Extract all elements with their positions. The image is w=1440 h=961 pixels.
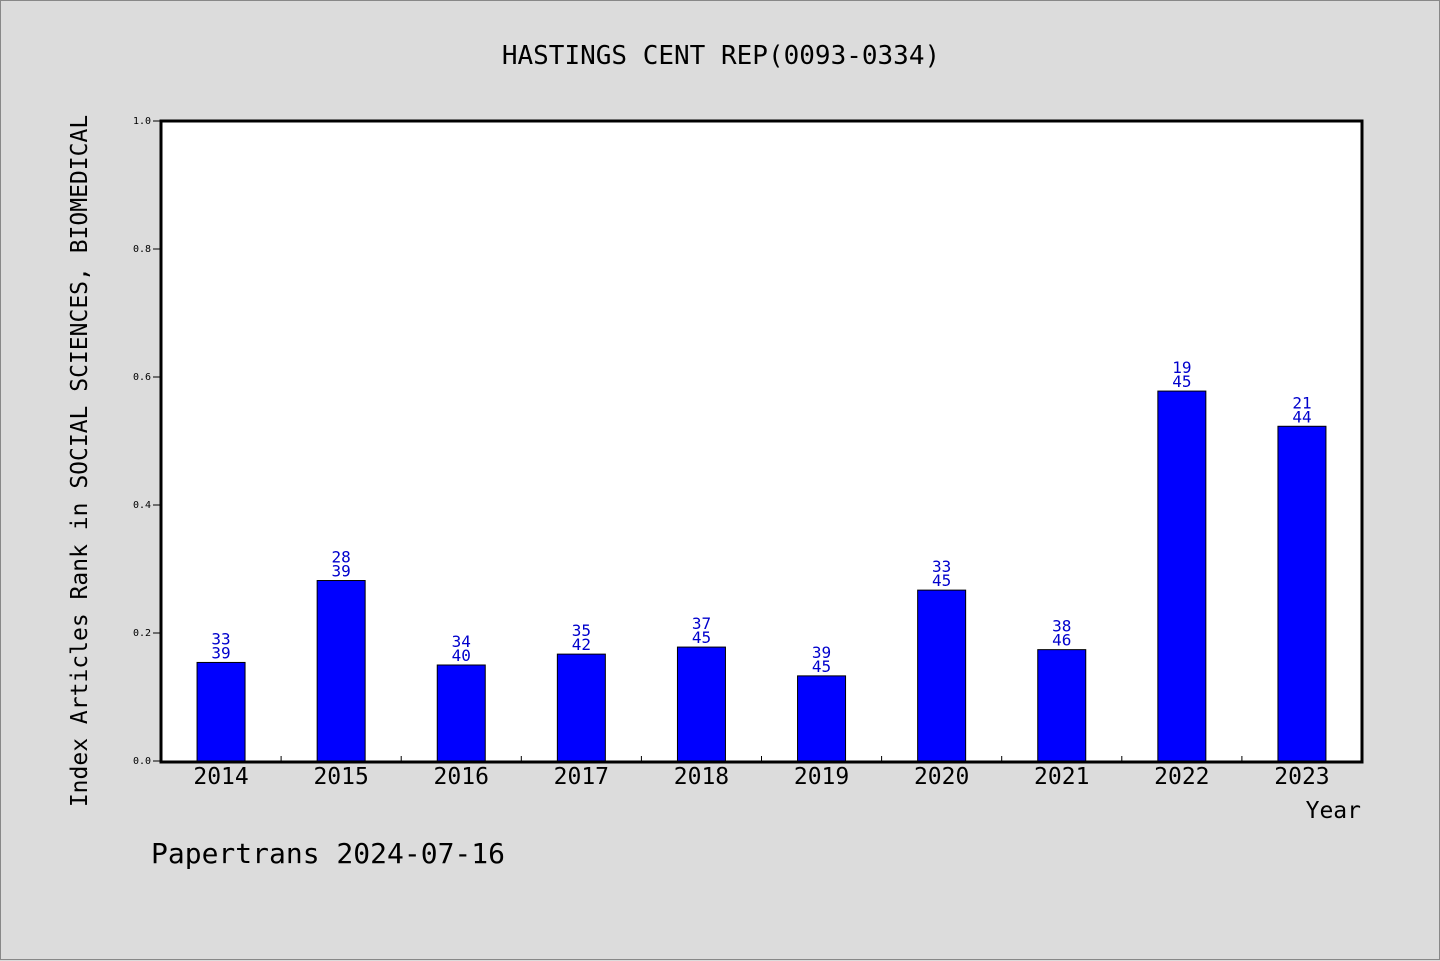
bar-2014 xyxy=(196,661,246,762)
bar-2020 xyxy=(917,589,967,762)
bar-label-total: 45 xyxy=(692,628,711,647)
bar-label-rank: 19 xyxy=(1172,358,1191,377)
bar-label-rank: 21 xyxy=(1292,393,1311,412)
bar-label-rank: 33 xyxy=(932,557,951,576)
x-axis-label: Year xyxy=(1306,798,1361,824)
bar-label-rank: 39 xyxy=(812,643,831,662)
bar-2016 xyxy=(436,664,486,762)
bar-label-total: 39 xyxy=(211,643,230,662)
x-axis: 2014 2015 2016 2017 2018 2019 2020 2021 2022 2023 xyxy=(193,756,1330,790)
x-tick-label: 2018 xyxy=(674,764,729,790)
bar-label-rank: 35 xyxy=(572,621,591,640)
x-tick-label: 2016 xyxy=(434,764,489,790)
bar-2015 xyxy=(316,580,366,762)
bar-label-total: 45 xyxy=(1172,372,1191,391)
x-tick-label: 2020 xyxy=(914,764,969,790)
x-tick-label: 2015 xyxy=(313,764,368,790)
bar-label-total: 45 xyxy=(932,571,951,590)
bar-2021 xyxy=(1037,649,1087,762)
bar-2023 xyxy=(1277,425,1327,762)
bar-label-total: 44 xyxy=(1292,407,1311,426)
bar-label-total: 42 xyxy=(572,635,591,654)
bar-label-rank: 34 xyxy=(452,632,471,651)
x-tick-label: 2023 xyxy=(1274,764,1329,790)
y-tick-label: 0.6 xyxy=(133,372,151,383)
x-tick-label: 2014 xyxy=(193,764,248,790)
bar-2018 xyxy=(676,646,726,762)
bar-label-rank: 37 xyxy=(692,614,711,633)
bar-label-rank: 38 xyxy=(1052,617,1071,636)
y-tick-label: 0.0 xyxy=(133,756,151,767)
bar-2022 xyxy=(1157,390,1207,762)
bar-label-total: 39 xyxy=(332,562,351,581)
y-tick-label: 0.2 xyxy=(133,628,151,639)
bar-label-rank: 28 xyxy=(332,548,351,567)
x-tick-label: 2017 xyxy=(554,764,609,790)
bar-label-rank: 33 xyxy=(211,629,230,648)
x-tick-label: 2022 xyxy=(1154,764,1209,790)
footer-text: Papertrans 2024-07-16 xyxy=(151,837,505,870)
bar-2019 xyxy=(797,675,847,762)
y-tick-label: 1.0 xyxy=(133,116,151,127)
y-tick-label: 0.8 xyxy=(133,244,151,255)
bar-label-total: 40 xyxy=(452,646,471,665)
bar-label-total: 45 xyxy=(812,657,831,676)
chart-title: HASTINGS CENT REP(0093-0334) xyxy=(502,41,940,71)
y-tick-label: 0.4 xyxy=(133,500,151,511)
bar-2017 xyxy=(556,653,606,762)
bar-label-total: 46 xyxy=(1052,631,1071,650)
y-axis: 0.0 0.2 0.4 0.6 0.8 1.0 xyxy=(133,116,161,767)
x-tick-label: 2021 xyxy=(1034,764,1089,790)
x-tick-label: 2019 xyxy=(794,764,849,790)
y-axis-label: Index Articles Rank in SOCIAL SCIENCES, … xyxy=(67,115,93,807)
